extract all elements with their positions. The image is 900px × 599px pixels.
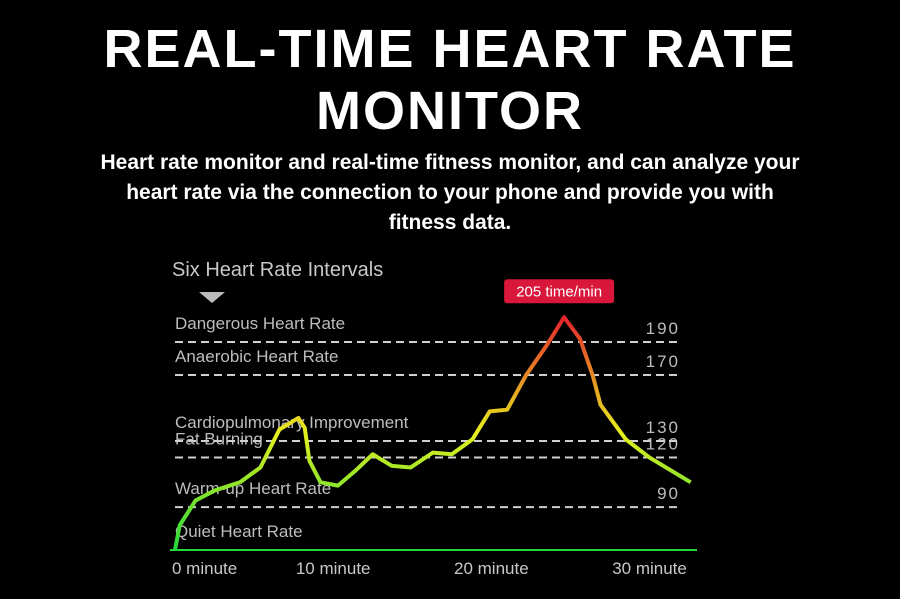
- zone-label: Quiet Heart Rate: [175, 522, 303, 541]
- y-tick-label: 90: [657, 484, 680, 503]
- x-tick-label: 10 minute: [296, 559, 371, 578]
- y-tick-label: 120: [646, 435, 680, 454]
- zone-label: Dangerous Heart Rate: [175, 314, 345, 333]
- y-tick-label: 190: [646, 319, 680, 338]
- x-tick-label: 0 minute: [172, 559, 237, 578]
- x-tick-label: 30 minute: [612, 559, 687, 578]
- zone-label: Anaerobic Heart Rate: [175, 347, 338, 366]
- peak-label: 205 time/min: [516, 283, 602, 300]
- title: REAL-TIME HEART RATE MONITOR: [103, 19, 797, 141]
- triangle-icon: [199, 292, 225, 303]
- y-tick-label: 170: [646, 352, 680, 371]
- peak-label-box: [504, 279, 615, 304]
- x-tick-label: 20 minute: [454, 559, 529, 578]
- zone-label: Warm-up Heart Rate: [175, 479, 331, 498]
- heart-rate-line: [173, 315, 692, 551]
- annotation: Six Heart Rate Intervals: [172, 259, 383, 281]
- peak-callout: 205 time/min: [504, 279, 615, 304]
- subtitle: Heart rate monitor and real-time fitness…: [100, 151, 800, 234]
- zone-label: Fat Burning: [175, 430, 263, 449]
- y-tick-label: 130: [646, 418, 680, 437]
